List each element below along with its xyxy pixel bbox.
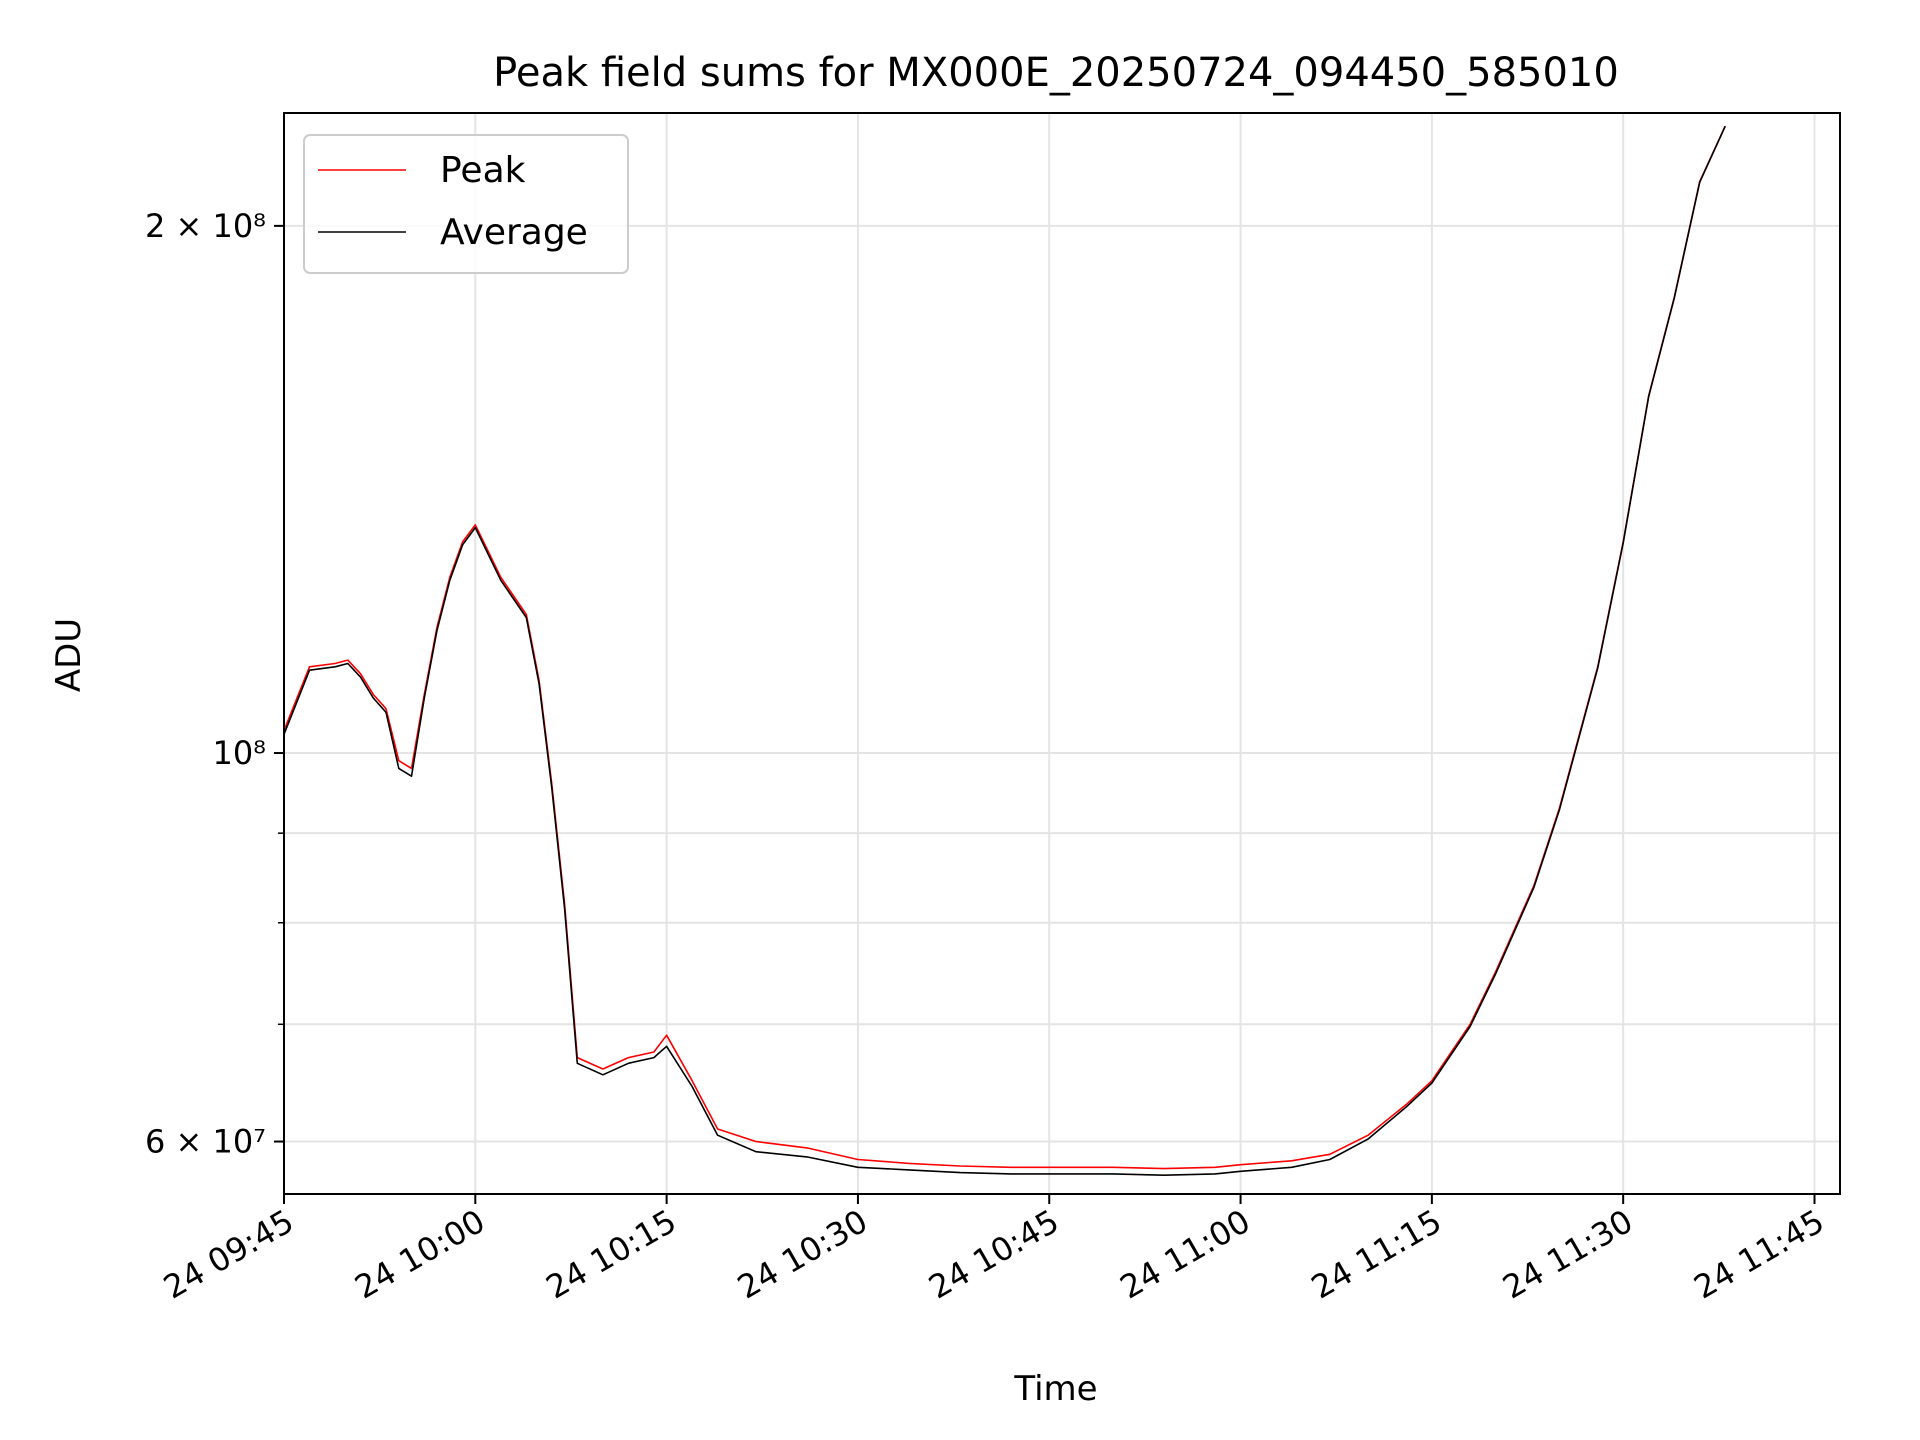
x-tick-label: 24 10:00	[348, 1202, 491, 1306]
x-tick-label: 24 09:45	[157, 1202, 300, 1306]
legend-label-average: Average	[440, 212, 588, 253]
series-line-average	[283, 125, 1726, 1176]
y-tick-label: 10⁸	[212, 734, 266, 772]
y-tick-label: 6 × 10⁷	[145, 1123, 266, 1161]
legend-label-peak: Peak	[440, 150, 526, 191]
x-tick-label: 24 10:15	[540, 1202, 683, 1306]
y-axis-label: ADU	[49, 618, 89, 692]
series-line-peak	[283, 125, 1726, 1170]
grid	[283, 113, 1840, 1194]
legend: Peak Average	[303, 134, 629, 274]
x-tick-label: 24 11:00	[1114, 1202, 1257, 1306]
y-tick-label: 2 × 10⁸	[145, 207, 266, 245]
x-tick-label: 24 11:45	[1688, 1202, 1831, 1306]
x-tick-label: 24 11:15	[1305, 1202, 1448, 1306]
chart-title: Peak field sums for MX000E_20250724_0944…	[493, 50, 1619, 96]
x-tick-label: 24 10:45	[922, 1202, 1065, 1306]
plot-area-frame	[283, 112, 1841, 1195]
x-tick-label: 24 11:30	[1496, 1202, 1639, 1306]
x-tick-label: 24 10:30	[731, 1202, 874, 1306]
x-axis-label: Time	[1013, 1369, 1097, 1409]
series-layer	[283, 125, 1726, 1176]
